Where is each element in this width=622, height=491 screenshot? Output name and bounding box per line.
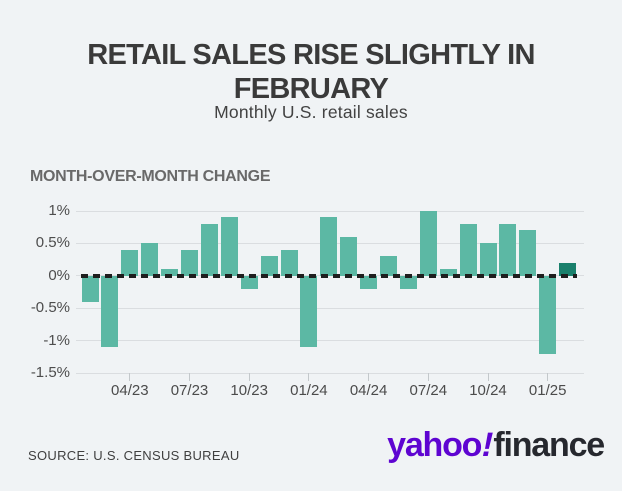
- logo-finance-text: finance: [493, 426, 605, 464]
- chart-gridline: [76, 210, 584, 212]
- x-tick: [368, 373, 370, 381]
- chart-gridline: [76, 307, 584, 309]
- bar-02/24: [320, 217, 338, 276]
- x-tick-label: 10/23: [230, 382, 268, 399]
- bar-02/25: [559, 262, 577, 276]
- y-tick-label: 0.5%: [35, 234, 70, 252]
- bar-07/23: [181, 249, 198, 276]
- bar-12/24: [519, 230, 537, 276]
- bar-04/23: [121, 249, 139, 276]
- bar-11/23: [260, 256, 278, 276]
- y-axis: 1% 0.5% 0% -0.5% -1% -1.5%: [0, 202, 70, 381]
- x-tick-label: 10/24: [469, 382, 507, 399]
- bar-09/24: [459, 223, 477, 276]
- x-tick-label: 04/24: [349, 382, 388, 399]
- chart-gridline: [76, 340, 584, 342]
- bar-09/23: [220, 217, 238, 276]
- y-tick-label: 0%: [48, 266, 70, 284]
- bar-02/23: [81, 275, 99, 302]
- page-subtitle: Monthly U.S. retail sales: [214, 102, 408, 122]
- x-tick: [129, 373, 131, 381]
- x-tick: [487, 373, 489, 381]
- x-tick: [547, 373, 549, 381]
- bar-chart: 1% 0.5% 0% -0.5% -1% -1.5% 04/23 07/23 10/23 01/…: [0, 202, 622, 411]
- y-tick-label: -1%: [43, 331, 70, 349]
- bar-06/23: [161, 269, 179, 276]
- plot-area: 04/23 07/23 10/23 01/24 04/24 07/24 10/24 01/25: [76, 210, 584, 399]
- bar-01/25: [539, 275, 557, 354]
- x-tick-label: 04/23: [111, 382, 149, 399]
- chart-section-label: MONTH-OVER-MONTH CHANGE: [30, 168, 271, 185]
- bar-05/23: [141, 243, 159, 276]
- bar-03/23: [101, 275, 119, 348]
- x-tick-label: 07/23: [170, 382, 209, 399]
- bar-01/24: [300, 275, 318, 348]
- bar-07/24: [419, 211, 437, 276]
- x-tick: [248, 373, 250, 381]
- page-title-text: RETAIL SALES RISE SLIGHTLY IN FEBRUARY: [87, 39, 535, 106]
- source-note: SOURCE: U.S. CENSUS BUREAU: [28, 448, 240, 463]
- bar-10/23: [240, 275, 258, 289]
- x-tick-label: 01/25: [528, 382, 567, 399]
- bar-11/24: [499, 223, 517, 276]
- bar-06/24: [399, 275, 417, 289]
- bar-04/24: [360, 275, 378, 289]
- y-tick-label: -0.5%: [30, 299, 70, 317]
- y-tick-label: 1%: [48, 202, 70, 219]
- bar-08/23: [200, 223, 218, 276]
- x-tick-label: 07/24: [409, 382, 448, 399]
- y-tick-label: -1.5%: [30, 364, 70, 381]
- bar-05/24: [380, 256, 397, 276]
- chart-gridline: [76, 372, 584, 374]
- bar-08/24: [439, 269, 457, 276]
- bar-12/23: [280, 249, 298, 276]
- bar-10/24: [479, 243, 497, 276]
- zero-line: [80, 273, 578, 278]
- x-tick: [427, 373, 429, 381]
- x-tick: [308, 373, 310, 381]
- x-tick: [189, 373, 190, 381]
- bar-03/24: [340, 236, 358, 276]
- page-title: RETAIL SALES RISE SLIGHTLY IN FEBRUARY: [0, 38, 622, 106]
- yahoo-finance-logo: yahoo!finance: [387, 426, 605, 465]
- logo-yahoo-text: yahoo: [387, 426, 482, 464]
- x-tick-label: 01/24: [290, 382, 328, 399]
